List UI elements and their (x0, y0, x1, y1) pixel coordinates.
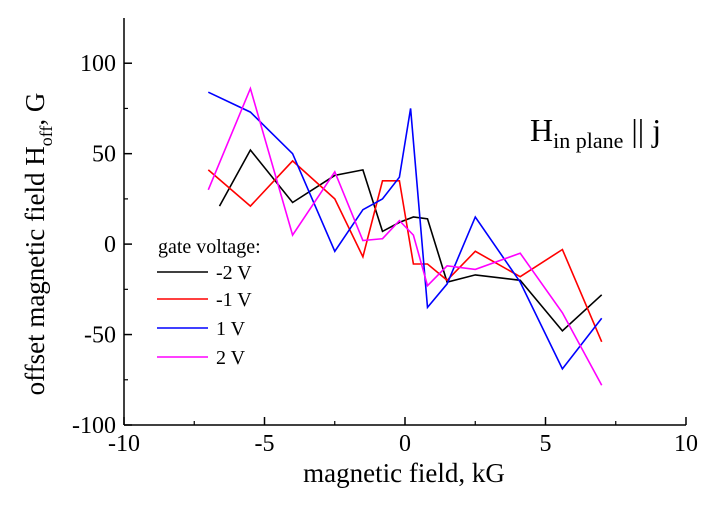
series-layer (207, 86, 603, 386)
x-tick-label: -10 (108, 431, 140, 457)
legend-label-3: 1 V (216, 318, 246, 340)
y-tick-label: 100 (80, 51, 116, 77)
y-tick-label: 50 (92, 142, 116, 168)
x-axis-title: magnetic field, kG (303, 458, 505, 488)
y-axis-title: offset magnetic field Hoff, G (20, 93, 56, 396)
x-tick-label: -5 (255, 431, 275, 457)
y-tick-label: -100 (72, 413, 116, 439)
y-axis-title-main: offset magnetic field H (20, 146, 50, 395)
y-tick-label: 0 (104, 232, 116, 258)
x-tick-label: 10 (674, 431, 698, 457)
annotation-main: H (530, 112, 553, 148)
x-tick-label: 5 (540, 431, 552, 457)
series-line-3 (207, 91, 603, 371)
series-line-2 (207, 159, 603, 343)
annotation-sub: in plane (553, 128, 623, 153)
legend-title: gate voltage: (158, 236, 261, 258)
field-orientation-annotation: Hin plane || j (530, 112, 661, 153)
y-axis-title-suffix: , G (20, 93, 50, 126)
legend-label-2: -1 V (216, 289, 252, 311)
y-tick-label: -50 (84, 323, 116, 349)
series-line-4 (207, 86, 603, 386)
annotation-rest: || j (623, 112, 661, 148)
axes-frame (123, 18, 686, 426)
legend-label-1: -2 V (216, 262, 252, 284)
legend-label-4: 2 V (216, 347, 246, 369)
legend: gate voltage: -2 V -1 V 1 V 2 V (157, 236, 261, 369)
y-axis-title-sub: off (36, 126, 56, 147)
x-tick-label: 0 (399, 431, 411, 457)
